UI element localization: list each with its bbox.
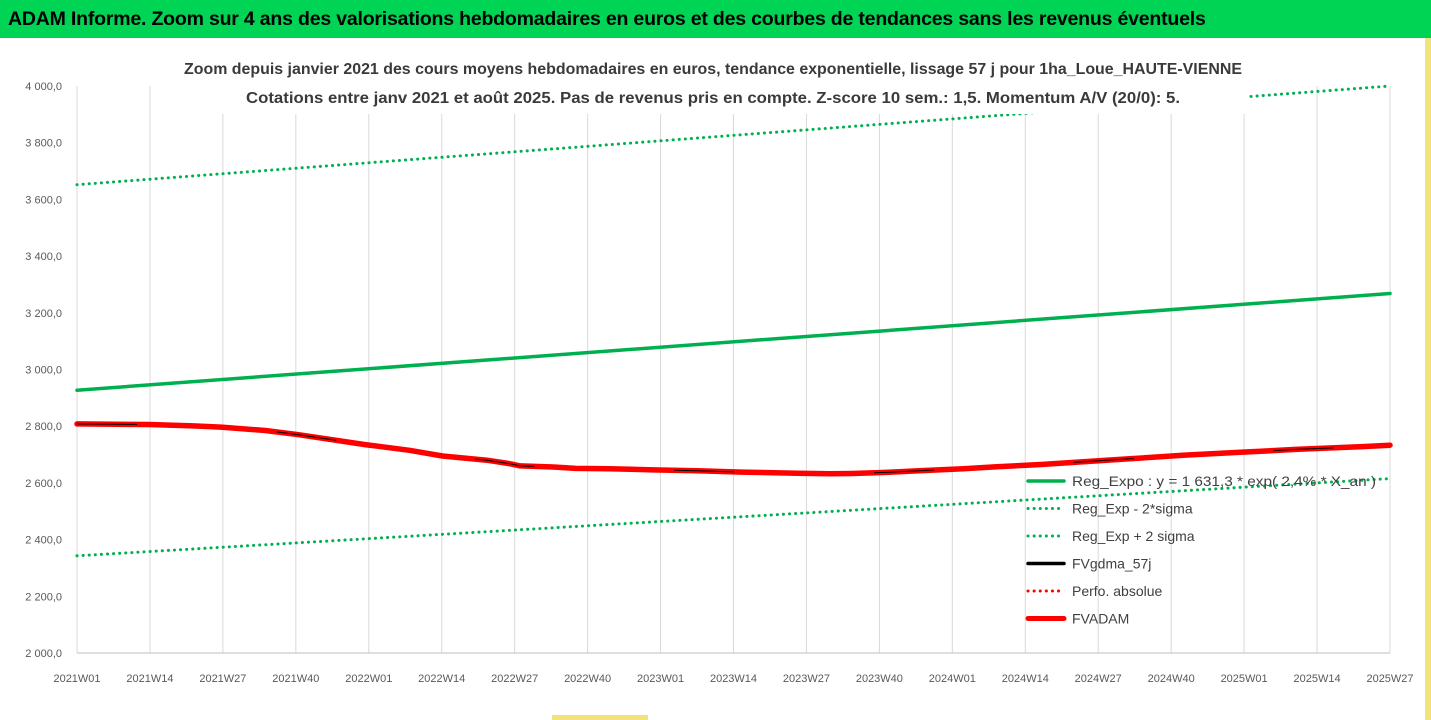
x-tick-label: 2023W14 [710,673,757,685]
x-tick-label: 2022W01 [345,673,392,685]
x-tick-label: 2023W40 [856,673,903,685]
legend-label: Reg_Exp + 2 sigma [1072,528,1195,544]
x-tick-label: 2021W40 [272,673,319,685]
legend-label: FVgdma_57j [1072,556,1151,572]
x-tick-label: 2022W40 [564,673,611,685]
y-tick-label: 2 800,0 [25,421,62,433]
x-tick-label: 2024W40 [1148,673,1195,685]
x-tick-label: 2022W27 [491,673,538,685]
series-line-reg-expo-y-1-631-3-exp-2-4-x-an [75,291,1392,392]
report-title: ADAM Informe. Zoom sur 4 ans des valoris… [8,8,1206,30]
y-axis-ticks: 2 000,0 2 200,0 2 400,0 2 600,0 2 800,0 3 000… [25,81,62,660]
y-tick-label: 3 800,0 [25,138,62,150]
y-tick-label: 4 000,0 [25,81,62,93]
x-tick-label: 2025W27 [1366,673,1413,685]
legend-label: Perfo. absolue [1072,583,1162,599]
x-tick-label: 2023W27 [783,673,830,685]
x-tick-label: 2024W01 [929,673,976,685]
chart-legend: Reg_Expo : y = 1 631,3 * exp( 2,4% * X_a… [1025,473,1376,627]
y-tick-label: 3 600,0 [25,194,62,206]
x-tick-label: 2023W01 [637,673,684,685]
y-tick-label: 2 400,0 [25,535,62,547]
chart-subtitle: Cotations entre janv 2021 et août 2025. … [246,90,1180,107]
y-tick-label: 3 200,0 [25,308,62,320]
legend-label: Reg_Exp - 2*sigma [1072,501,1193,517]
frame-accent-right [1425,38,1431,720]
chart-title: Zoom depuis janvier 2021 des cours moyen… [184,61,1242,78]
chart-grid [76,86,1391,654]
x-tick-label: 2022W14 [418,673,465,685]
y-tick-label: 2 200,0 [25,591,62,603]
x-tick-label: 2025W01 [1221,673,1268,685]
x-axis-ticks: 2021W01 2021W14 2021W27 2021W40 2022W01 2022W… [53,673,1413,685]
x-tick-label: 2024W27 [1075,673,1122,685]
line-chart: 2 000,0 2 200,0 2 400,0 2 600,0 2 800,0 3 000… [25,52,1414,685]
x-tick-label: 2024W14 [1002,673,1049,685]
legend-label: Reg_Expo : y = 1 631,3 * exp( 2,4% * X_a… [1072,473,1376,489]
series-line-reg-exp-2-sigma [75,477,1392,558]
x-tick-label: 2021W14 [126,673,173,685]
y-tick-label: 2 000,0 [25,648,62,660]
frame-accent-bottom [552,715,648,720]
y-tick-label: 3 400,0 [25,251,62,263]
y-tick-label: 3 000,0 [25,365,62,377]
x-tick-label: 2025W14 [1294,673,1341,685]
x-tick-label: 2021W27 [199,673,246,685]
report-banner: ADAM Informe. Zoom sur 4 ans des valoris… [0,0,1431,38]
title-background [180,52,1247,114]
y-tick-label: 2 600,0 [25,478,62,490]
x-tick-label: 2021W01 [53,673,100,685]
legend-label: FVADAM [1072,611,1129,627]
series-overlay-fvgdma [76,423,1391,475]
